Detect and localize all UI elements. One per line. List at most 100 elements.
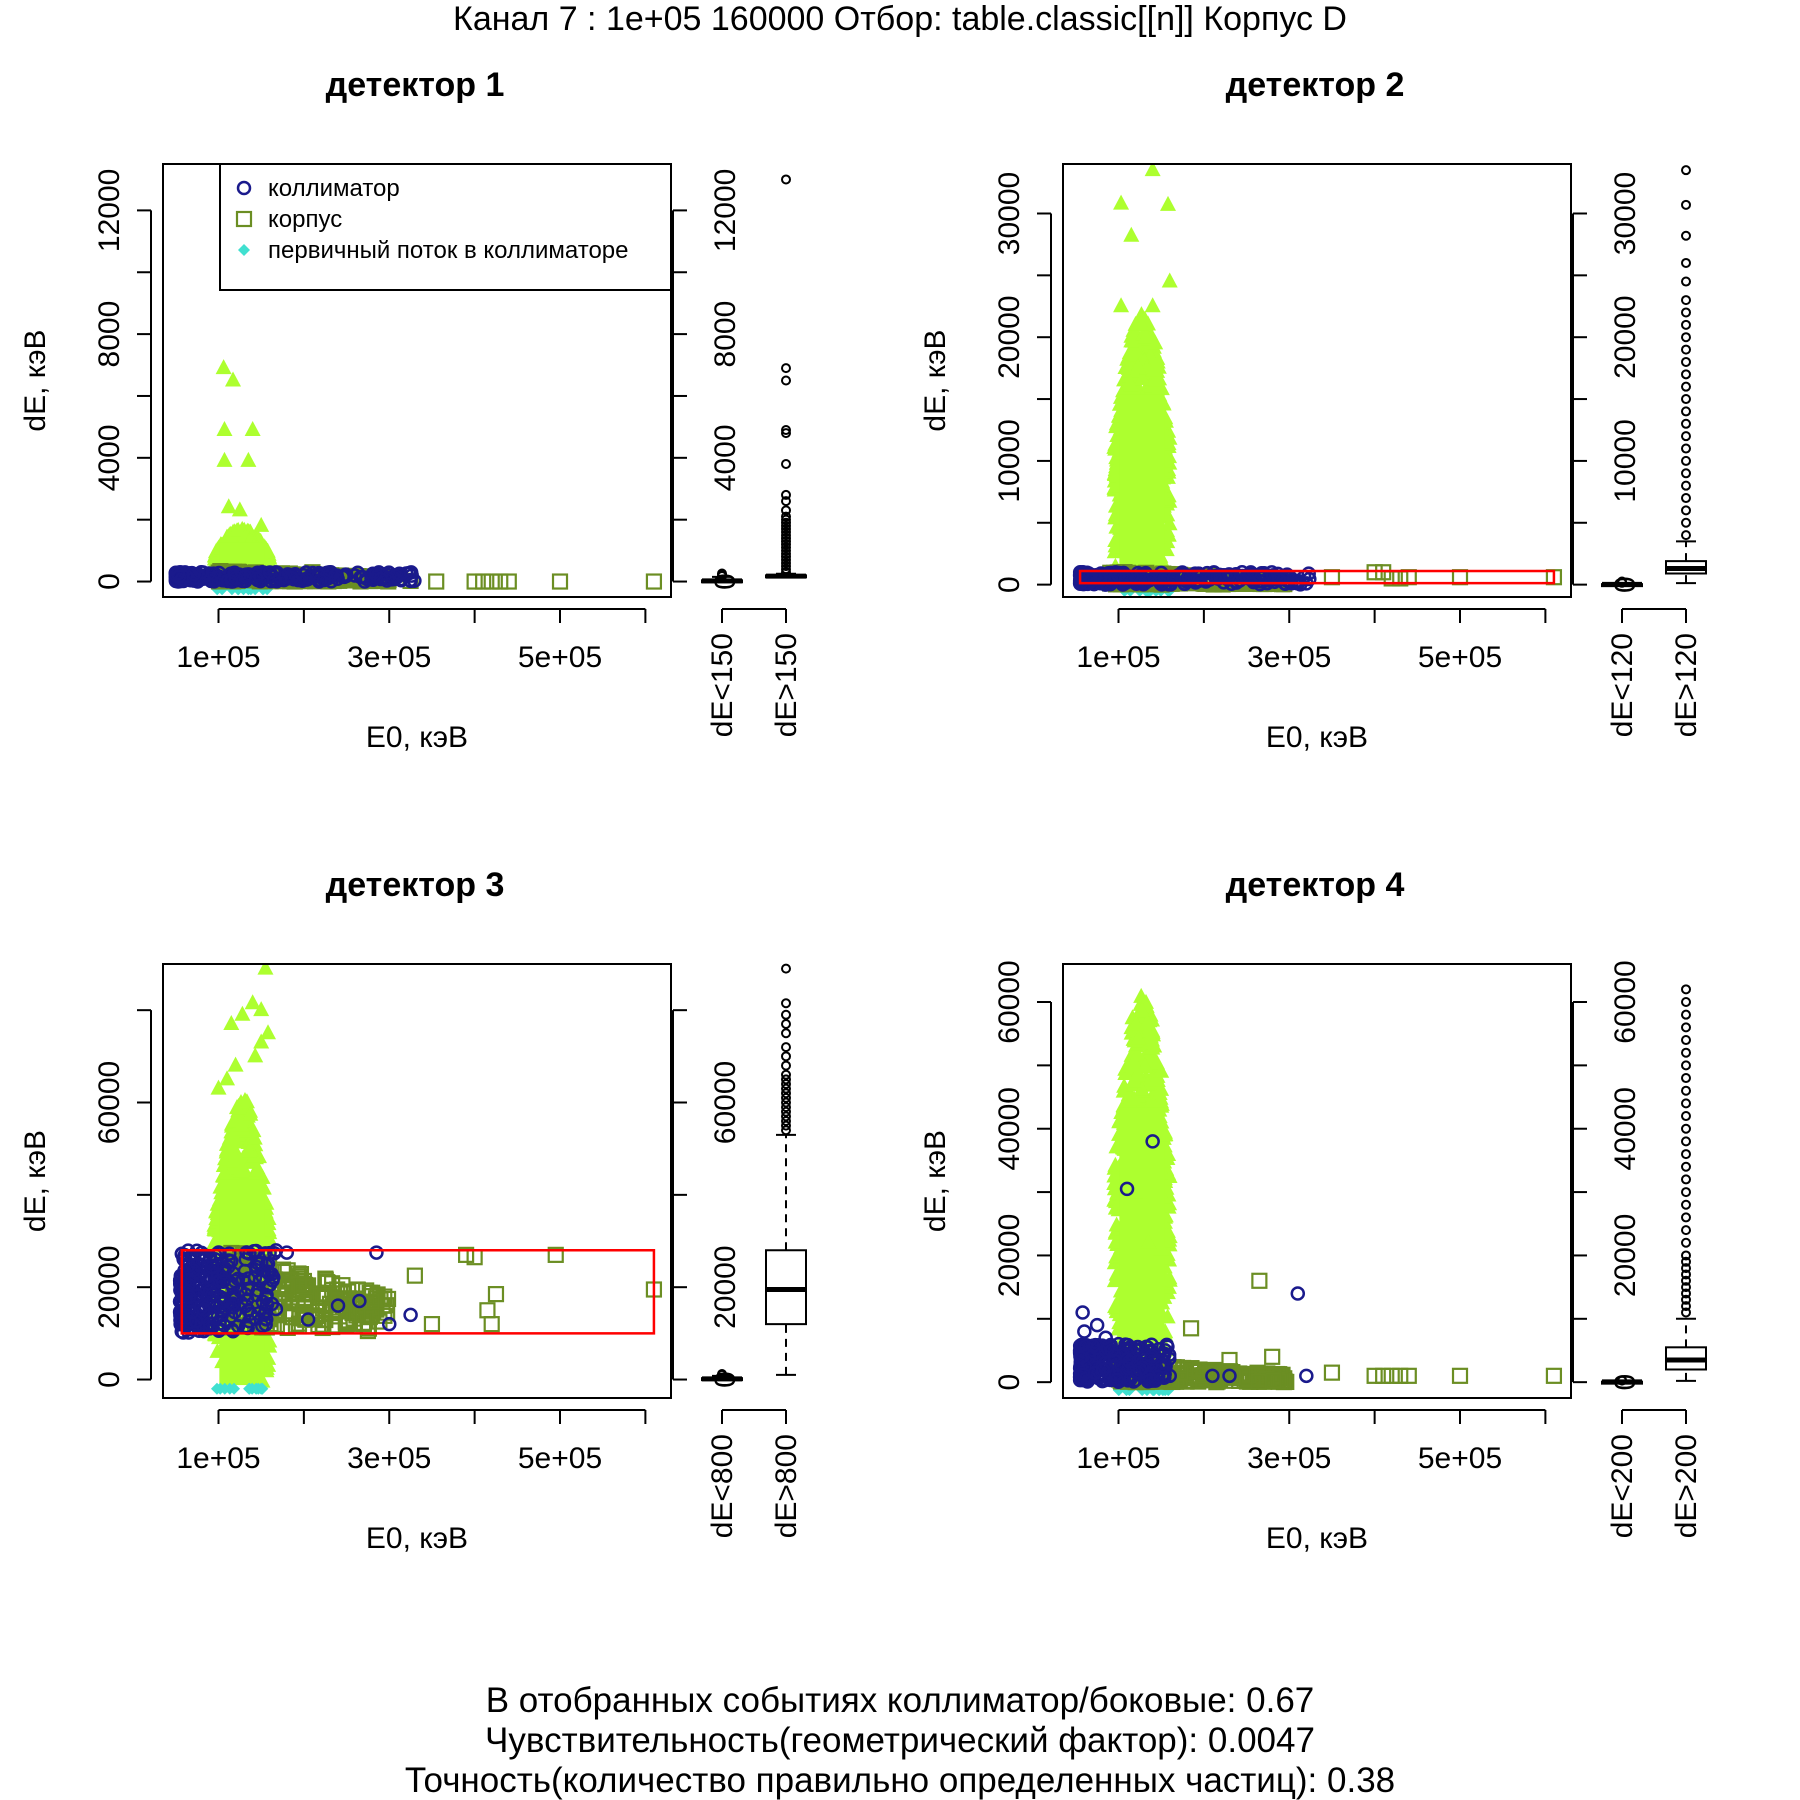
box-outlier [781,1125,791,1136]
y-axis-label: dE, кэВ [919,1130,952,1232]
box-outlier [781,496,791,507]
box-outlier [781,1097,791,1108]
collimator-point [215,1274,231,1290]
x-tick-label: 5e+05 [518,1442,602,1475]
body-point [363,1306,380,1323]
other-point [1123,332,1140,348]
collimator-point [182,1289,197,1305]
other-point [1107,1298,1124,1314]
box-group-label: dE>150 [770,633,803,737]
other-point [1113,297,1130,313]
other-point [1106,465,1123,481]
box-outlier [1681,1212,1691,1223]
box-outlier [781,1028,791,1039]
y-tick-label: 0 [993,576,1026,593]
box-outlier [1681,468,1691,479]
box-outlier [1681,1288,1691,1299]
x-tick-label: 1e+05 [176,641,260,674]
footer-line-2: Чувствительность(геометрический фактор):… [485,1721,1315,1760]
box-outlier [1681,165,1691,176]
box-outlier [781,1019,791,1030]
collimator-point [1098,1330,1113,1346]
collimator-point [1132,1362,1148,1377]
box-outlier [717,1368,727,1379]
body-point [1366,1367,1383,1384]
box-outlier [781,545,791,556]
other-point [1134,370,1151,386]
box-outlier [781,1115,791,1126]
box-outlier [781,567,791,578]
box-outlier [781,1092,791,1103]
box-outlier [781,174,791,185]
y-tick-label: 0 [93,1371,126,1388]
primary-point [223,1382,236,1395]
collimator-point [1222,1368,1237,1384]
body-point [355,1306,372,1323]
x-axis-label: E0, кэВ [1266,721,1368,754]
box-outlier [1681,997,1691,1008]
legend-label: корпус [268,206,342,233]
body-point [466,573,483,590]
box-outlier [1681,356,1691,367]
collimator-point [1243,565,1259,580]
box-low [1601,1375,1643,1386]
x-tick-label: 5e+05 [1418,1442,1502,1475]
body-point [492,573,509,590]
selection-box [1078,569,1556,585]
collimator-point [1142,572,1157,588]
collimator-point [1299,1368,1314,1384]
y-axis-label: dE, кэВ [919,329,952,431]
collimator-point [279,1245,295,1260]
box-outlier [1681,1282,1691,1293]
body-point [279,1279,296,1296]
other-point [210,1079,227,1095]
other-point [1147,371,1164,387]
panel-title: детектор 1 [326,66,505,104]
legend: коллиматор корпус первичный поток в коллим… [219,163,672,291]
y-tick-label: 60000 [993,960,1026,1043]
box-group-label: dE<800 [706,1434,739,1538]
other-point [216,1164,233,1180]
other-point [219,1070,236,1086]
box-group-label: dE>800 [770,1434,803,1538]
x-tick-label: 3e+05 [347,1442,431,1475]
body-point [547,1246,564,1263]
footer-line-3: Точность(количество правильно определенн… [405,1761,1395,1800]
box-outlier [781,1074,791,1085]
other-band [1106,987,1178,1387]
box-group-label: dE<120 [1606,633,1639,737]
box-outlier [1681,1269,1691,1280]
collimator-point [170,566,186,581]
y-tick-label: 8000 [93,301,126,368]
x-tick-label: 5e+05 [518,641,602,674]
collimator-point [1160,1339,1175,1355]
box-group-label: dE>200 [1670,1434,1703,1538]
collimator-point [1108,1366,1123,1382]
box-outlier [781,1069,791,1080]
box-outlier [1681,1022,1691,1033]
x-axis: 1e+05 3e+05 5e+05 E0, кэВ [1076,608,1547,754]
box-outlier [1681,431,1691,442]
x-tick-label: 1e+05 [1076,1442,1160,1475]
other-point [1161,1271,1178,1287]
body-points [1110,1272,1563,1391]
collimator-points [172,1243,418,1340]
box-outlier [781,533,791,544]
x-tick-label: 1e+05 [1076,641,1160,674]
x-tick-label: 3e+05 [347,641,431,674]
collimator-point [202,1283,218,1299]
other-point [1147,334,1164,350]
plot-frame [1062,963,1572,1399]
collimator-point [1077,1324,1092,1339]
body-point [645,573,663,590]
other-point [1144,1039,1161,1055]
body-point [290,1275,308,1293]
body-point [1323,1364,1341,1381]
other-point [1129,1022,1146,1038]
box-outlier [717,568,727,579]
other-point [1136,1057,1153,1073]
y-tick-label: 10000 [993,419,1026,502]
x-axis: 1e+05 3e+05 5e+05 E0, кэВ [176,1409,647,1555]
box-outlier [781,459,791,470]
